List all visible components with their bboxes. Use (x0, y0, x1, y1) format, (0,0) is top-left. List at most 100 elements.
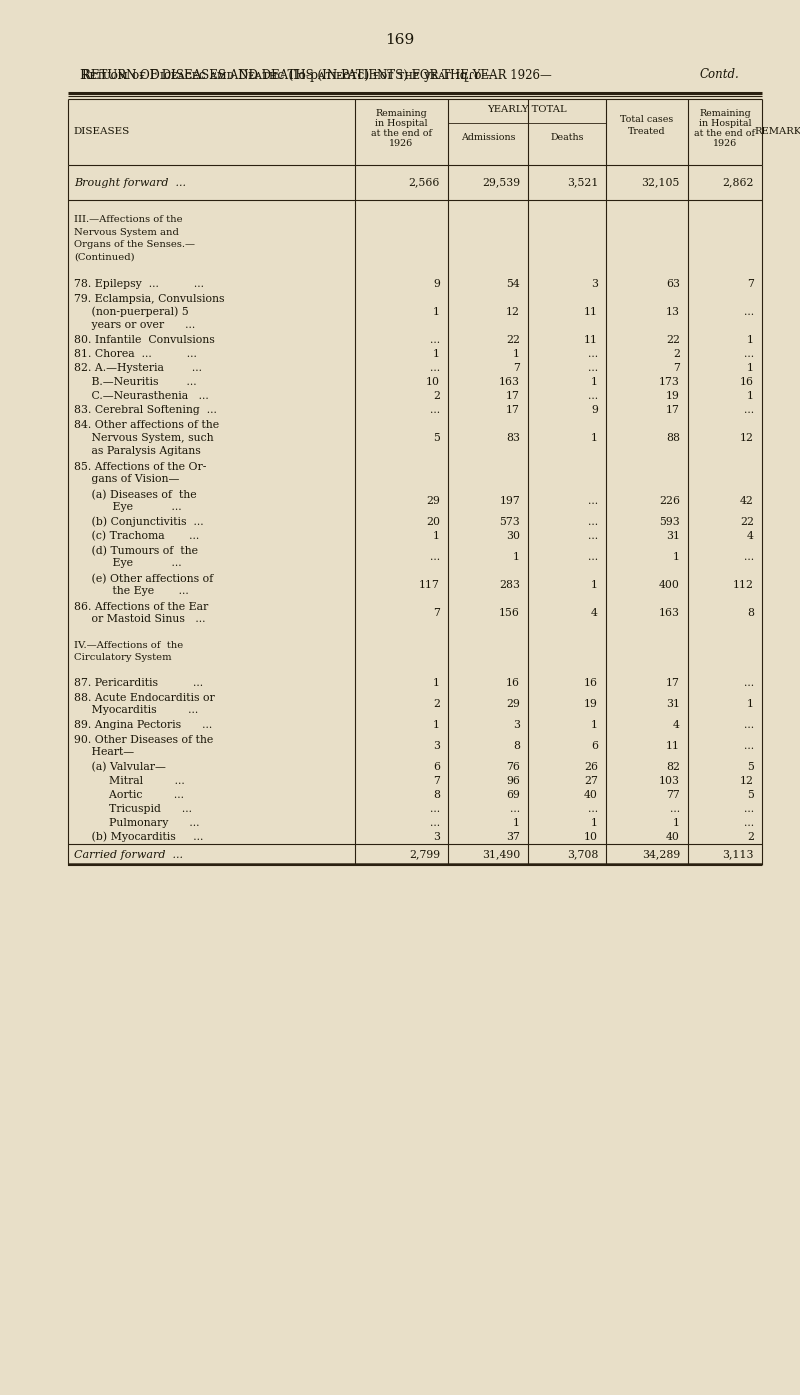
Text: Remaining: Remaining (376, 109, 427, 117)
Text: ...: ... (430, 804, 440, 815)
Text: (non-puerperal) 5: (non-puerperal) 5 (74, 307, 189, 317)
Text: 5: 5 (433, 432, 440, 444)
Text: 9: 9 (433, 279, 440, 289)
Text: 77: 77 (666, 790, 680, 799)
Text: 10: 10 (584, 831, 598, 843)
Text: 83. Cerebral Softening  ...: 83. Cerebral Softening ... (74, 405, 217, 414)
Text: 83: 83 (506, 432, 520, 444)
Text: 400: 400 (659, 580, 680, 590)
Text: Admissions: Admissions (461, 133, 515, 141)
Text: 29,539: 29,539 (482, 177, 520, 187)
Text: as Paralysis Agitans: as Paralysis Agitans (74, 445, 201, 456)
Text: 10: 10 (426, 377, 440, 386)
Text: 22: 22 (506, 335, 520, 345)
Text: (b) Myocarditis     ...: (b) Myocarditis ... (74, 831, 203, 843)
Text: 82. A.—Hysteria        ...: 82. A.—Hysteria ... (74, 363, 202, 372)
Text: 3: 3 (433, 831, 440, 843)
Text: 89. Angina Pectoris      ...: 89. Angina Pectoris ... (74, 720, 212, 730)
Text: 11: 11 (584, 307, 598, 317)
Text: ...: ... (744, 552, 754, 562)
Text: 13: 13 (666, 307, 680, 317)
Text: ...: ... (588, 552, 598, 562)
Text: Aortic         ...: Aortic ... (74, 790, 184, 799)
Text: 3: 3 (591, 279, 598, 289)
Text: Tricuspid      ...: Tricuspid ... (74, 804, 192, 815)
Text: Organs of the Senses.—: Organs of the Senses.— (74, 240, 195, 250)
Text: ...: ... (430, 817, 440, 829)
Text: 12: 12 (740, 432, 754, 444)
Text: 4: 4 (747, 531, 754, 541)
Text: Eye           ...: Eye ... (74, 558, 182, 568)
Text: 7: 7 (747, 279, 754, 289)
Text: in Hospital: in Hospital (375, 119, 428, 127)
Text: 5: 5 (747, 762, 754, 771)
Text: 19: 19 (666, 391, 680, 400)
Text: 1: 1 (433, 678, 440, 688)
Text: 1: 1 (513, 552, 520, 562)
Text: 88: 88 (666, 432, 680, 444)
Text: Contd.: Contd. (700, 68, 740, 81)
Text: in Hospital: in Hospital (698, 119, 751, 127)
Text: 79. Eclampsia, Convulsions: 79. Eclampsia, Convulsions (74, 294, 225, 304)
Text: Mitral         ...: Mitral ... (74, 776, 185, 785)
Text: 16: 16 (584, 678, 598, 688)
Text: 2: 2 (433, 391, 440, 400)
Text: Total cases: Total cases (620, 116, 674, 124)
Text: 1: 1 (673, 817, 680, 829)
Text: 54: 54 (506, 279, 520, 289)
Text: 27: 27 (584, 776, 598, 785)
Text: Pulmonary      ...: Pulmonary ... (74, 817, 199, 829)
Text: 283: 283 (499, 580, 520, 590)
Text: 4: 4 (673, 720, 680, 730)
Text: 1: 1 (591, 720, 598, 730)
Text: III.—Affections of the: III.—Affections of the (74, 215, 182, 225)
Text: 16: 16 (506, 678, 520, 688)
Text: 1: 1 (747, 363, 754, 372)
Text: Carried forward  ...: Carried forward ... (74, 850, 183, 859)
Text: 1: 1 (591, 377, 598, 386)
Text: ...: ... (588, 518, 598, 527)
Text: 2: 2 (433, 699, 440, 709)
Text: 30: 30 (506, 531, 520, 541)
Text: 31: 31 (666, 531, 680, 541)
Text: 1926: 1926 (713, 138, 737, 148)
Text: ...: ... (588, 363, 598, 372)
Text: 20: 20 (426, 518, 440, 527)
Text: 156: 156 (499, 608, 520, 618)
Text: 1: 1 (591, 580, 598, 590)
Text: Nervous System, such: Nervous System, such (74, 432, 214, 444)
Text: (c) Trachoma       ...: (c) Trachoma ... (74, 531, 199, 541)
Text: at the end of: at the end of (371, 128, 432, 138)
Text: B.—Neuritis        ...: B.—Neuritis ... (74, 377, 197, 386)
Text: 86. Affections of the Ear: 86. Affections of the Ear (74, 601, 208, 612)
Text: ...: ... (744, 741, 754, 751)
Text: Myocarditis         ...: Myocarditis ... (74, 706, 198, 716)
Text: ...: ... (744, 307, 754, 317)
Text: ...: ... (588, 497, 598, 506)
Text: 3,708: 3,708 (566, 850, 598, 859)
Text: 40: 40 (666, 831, 680, 843)
Text: 7: 7 (433, 776, 440, 785)
Text: Treated: Treated (628, 127, 666, 137)
Text: 593: 593 (659, 518, 680, 527)
Text: 22: 22 (740, 518, 754, 527)
Text: ...: ... (744, 804, 754, 815)
Text: C.—Neurasthenia   ...: C.—Neurasthenia ... (74, 391, 209, 400)
Text: ...: ... (744, 720, 754, 730)
Text: (Continued): (Continued) (74, 252, 134, 262)
Text: Heart—: Heart— (74, 748, 134, 757)
Text: ...: ... (744, 678, 754, 688)
Text: (e) Other affections of: (e) Other affections of (74, 573, 214, 585)
Text: 34,289: 34,289 (642, 850, 680, 859)
Text: DISEASES: DISEASES (73, 127, 130, 137)
Text: 4: 4 (591, 608, 598, 618)
Text: 17: 17 (666, 405, 680, 414)
Text: ...: ... (744, 349, 754, 359)
Text: 3: 3 (433, 741, 440, 751)
Text: 88. Acute Endocarditis or: 88. Acute Endocarditis or (74, 693, 214, 703)
Text: 87. Pericarditis          ...: 87. Pericarditis ... (74, 678, 203, 688)
Text: 12: 12 (506, 307, 520, 317)
Text: 69: 69 (506, 790, 520, 799)
Text: Rᴇᴛᴜᴏᴍ ᴏғ Dɪᴄᴇᴀᴄᴇᴄ ᴀᴍᴅ Dᴇᴀᴛʜᴄ (Iᴏ-рᴀᴛɪᴇᴏᴛᴄ) ғᴏг ᴛʜᴇ уᴇᴀг ɪզɾᴏ—: Rᴇᴛᴜᴏᴍ ᴏғ Dɪᴄᴇᴀᴄᴇᴄ ᴀᴍᴅ Dᴇᴀᴛʜᴄ (Iᴏ-рᴀᴛɪᴇᴏ… (80, 68, 494, 81)
Text: 1: 1 (747, 391, 754, 400)
